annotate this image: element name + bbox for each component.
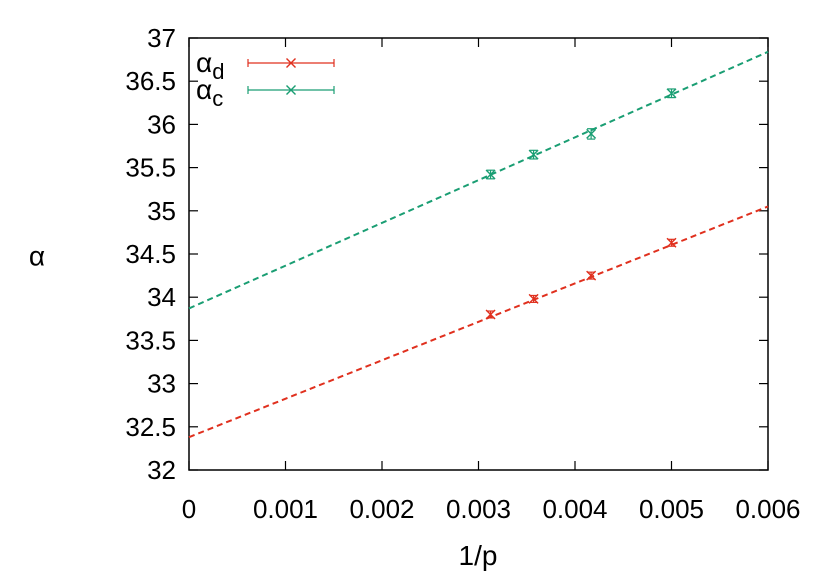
y-tick-label: 35.5 bbox=[125, 153, 176, 183]
x-tick-label: 0.001 bbox=[253, 494, 318, 524]
x-axis-ticks: 0 0.001 0.002 0.003 0.004 0.005 0.006 bbox=[182, 38, 801, 524]
legend-symbol: α bbox=[196, 74, 212, 105]
y-tick-label: 32 bbox=[147, 455, 176, 485]
y-tick-label: 34.5 bbox=[125, 239, 176, 269]
legend-item-d: αd bbox=[196, 47, 335, 84]
legend-item-c: αc bbox=[196, 74, 335, 111]
x-tick-label: 0.006 bbox=[735, 494, 800, 524]
y-tick-label: 32.5 bbox=[125, 412, 176, 442]
x-axis-label: 1/p bbox=[459, 540, 498, 571]
legend-label: αd bbox=[196, 47, 224, 84]
x-tick-label: 0.005 bbox=[639, 494, 704, 524]
data-point-d bbox=[666, 237, 677, 248]
legend-symbol: α bbox=[196, 47, 212, 78]
y-axis-label: α bbox=[29, 240, 45, 271]
data-point-c bbox=[586, 128, 597, 140]
y-tick-label: 33 bbox=[147, 369, 176, 399]
data-points bbox=[485, 88, 677, 320]
x-tick-label: 0.002 bbox=[349, 494, 414, 524]
y-axis-ticks: 32 32.5 33 33.5 34 34.5 35 35.5 36 36.5 37 bbox=[125, 23, 768, 485]
legend-subscript: c bbox=[212, 86, 223, 111]
x-tick-label: 0.003 bbox=[446, 494, 511, 524]
x-tick-label: 0 bbox=[182, 494, 196, 524]
fit-lines bbox=[188, 50, 769, 439]
x-tick-label: 0.004 bbox=[542, 494, 607, 524]
y-tick-label: 37 bbox=[147, 23, 176, 53]
data-point-d bbox=[528, 293, 539, 304]
fit-line-d bbox=[188, 205, 769, 439]
data-point-c bbox=[666, 88, 677, 99]
data-point-d bbox=[485, 309, 496, 320]
data-point-d bbox=[586, 270, 597, 281]
plot-frame bbox=[188, 37, 769, 471]
y-tick-label: 36.5 bbox=[125, 66, 176, 96]
y-tick-label: 34 bbox=[147, 282, 176, 312]
data-point-c bbox=[485, 169, 496, 180]
y-tick-label: 35 bbox=[147, 196, 176, 226]
y-tick-label: 33.5 bbox=[125, 325, 176, 355]
fit-line-c bbox=[188, 50, 769, 310]
legend-label: αc bbox=[196, 74, 223, 111]
y-tick-label: 36 bbox=[147, 109, 176, 139]
legend-subscript: d bbox=[212, 59, 224, 84]
data-point-c bbox=[528, 149, 539, 160]
